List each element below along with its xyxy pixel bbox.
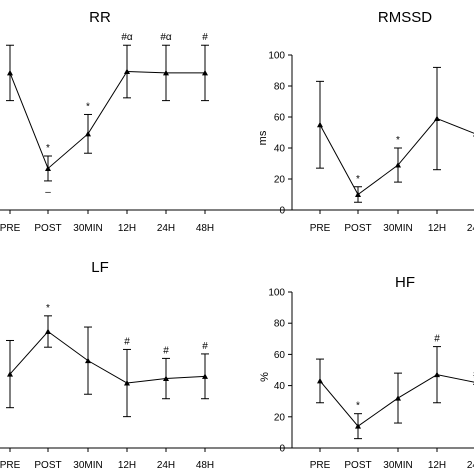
significance-marker: * xyxy=(46,303,50,314)
data-point xyxy=(202,69,208,76)
y-axis-label: % xyxy=(259,372,271,382)
y-tick-label: 100 xyxy=(268,51,285,62)
y-tick-label: 80 xyxy=(274,319,286,330)
significance-marker: # xyxy=(163,345,169,356)
x-tick-label: 12H xyxy=(118,460,136,471)
y-tick-label: 60 xyxy=(274,350,286,361)
data-point xyxy=(317,377,323,384)
significance-marker-below: – xyxy=(45,187,51,198)
chart-title: LF xyxy=(91,259,109,276)
x-tick-label: 30MIN xyxy=(73,223,102,234)
y-tick-label: 80 xyxy=(274,82,286,93)
data-point xyxy=(45,165,51,171)
data-point xyxy=(124,68,130,75)
significance-marker: # xyxy=(124,336,130,347)
series-line xyxy=(319,117,474,196)
data-point xyxy=(395,162,401,168)
x-tick-label: POST xyxy=(34,223,61,234)
data-point xyxy=(355,423,361,429)
significance-marker: * xyxy=(356,174,360,185)
significance-marker: # xyxy=(202,341,208,352)
y-tick-label: 20 xyxy=(274,175,286,186)
x-tick-label: POST xyxy=(34,460,61,471)
y-tick-label: 20 xyxy=(274,412,286,423)
x-tick-label: 30MIN xyxy=(383,223,412,234)
x-tick-label: PRE xyxy=(310,223,331,234)
data-point xyxy=(7,69,13,76)
x-tick-label: 12H xyxy=(428,460,446,471)
x-tick-label: 24H xyxy=(157,460,175,471)
data-point xyxy=(124,380,130,386)
data-point xyxy=(85,130,91,137)
significance-marker: * xyxy=(356,401,360,412)
data-point xyxy=(163,69,169,76)
x-tick-label: 30MIN xyxy=(73,460,102,471)
significance-marker: # xyxy=(434,334,440,345)
data-point xyxy=(45,328,51,335)
y-tick-label: 0 xyxy=(279,206,285,217)
x-tick-label: PRE xyxy=(0,223,21,234)
data-point xyxy=(85,357,91,364)
chart-title: RR xyxy=(89,9,111,26)
x-tick-label: PRE xyxy=(0,460,21,471)
x-tick-label: 24H xyxy=(467,223,474,234)
significance-marker: * xyxy=(396,135,400,146)
significance-marker: # xyxy=(202,32,208,43)
x-tick-label: PRE xyxy=(310,460,331,471)
x-tick-label: 24H xyxy=(467,460,474,471)
y-tick-label: 0 xyxy=(279,444,285,455)
data-point xyxy=(163,375,169,382)
chart-title: HF xyxy=(395,274,415,291)
data-point xyxy=(202,373,208,379)
x-tick-label: 48H xyxy=(196,223,214,234)
chart-title: RMSSD xyxy=(378,9,432,26)
x-tick-label: 12H xyxy=(428,223,446,234)
data-point xyxy=(434,115,440,122)
significance-marker: #α xyxy=(160,32,172,43)
x-tick-label: 24H xyxy=(157,223,175,234)
y-tick-label: 60 xyxy=(274,113,286,124)
y-tick-label: 100 xyxy=(268,288,285,299)
series-line xyxy=(9,330,206,384)
significance-marker: * xyxy=(86,101,90,112)
data-point xyxy=(317,121,323,128)
data-point xyxy=(355,191,361,197)
y-tick-label: 40 xyxy=(274,381,286,392)
x-tick-label: 48H xyxy=(196,460,214,471)
y-tick-label: 40 xyxy=(274,144,286,155)
series-line xyxy=(9,71,205,170)
y-axis-label: ms xyxy=(257,130,269,145)
data-point xyxy=(7,371,13,377)
significance-marker: * xyxy=(46,143,50,154)
x-tick-label: POST xyxy=(344,460,371,471)
x-tick-label: POST xyxy=(344,223,371,234)
significance-marker: #α xyxy=(121,32,133,43)
x-tick-label: 12H xyxy=(118,223,136,234)
data-point xyxy=(395,395,401,401)
data-point xyxy=(434,371,440,378)
x-tick-label: 30MIN xyxy=(383,460,412,471)
